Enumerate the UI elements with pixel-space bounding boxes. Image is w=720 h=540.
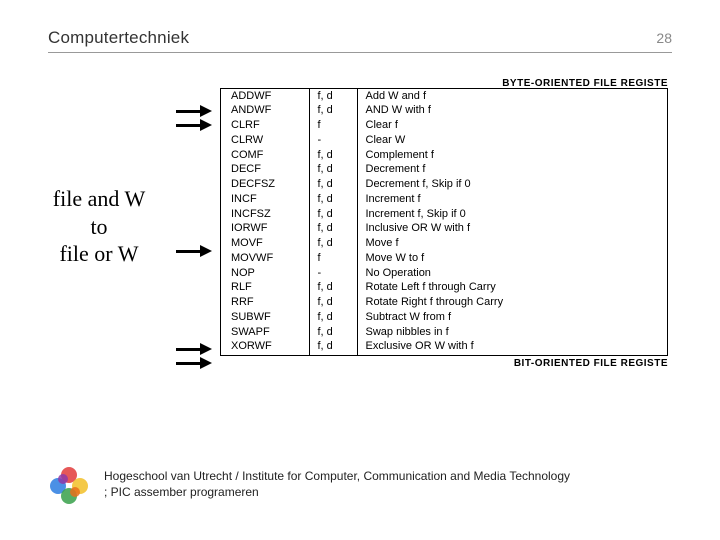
arrow-icon [176,106,212,116]
table-row: CLRFfClear f [221,119,668,134]
description-cell: AND W with f [357,104,668,119]
operand-cell: f, d [309,281,357,296]
operand-cell: f, d [309,192,357,207]
description-cell: Rotate Right f through Carry [357,296,668,311]
logo-dot [58,474,68,484]
mnemonic-cell: INCF [221,192,309,207]
operand-cell: - [309,133,357,148]
table-row: RLFf, dRotate Left f through Carry [221,281,668,296]
operand-cell: f, d [309,163,357,178]
table-row: INCFSZf, dIncrement f, Skip if 0 [221,207,668,222]
operand-cell: f, d [309,207,357,222]
mnemonic-cell: ADDWF [221,89,309,104]
table-row: SWAPFf, dSwap nibbles in f [221,325,668,340]
footer-line: ; PIC assember programeren [104,485,570,501]
footer-line: Hogeschool van Utrecht / Institute for C… [104,469,570,485]
annotation-line: file and W [34,185,164,213]
mnemonic-cell: NOP [221,266,309,281]
annotation-text: file and W to file or W [34,185,164,268]
instruction-table-wrap: BYTE-ORIENTED FILE REGISTE ADDWFf, dAdd … [220,88,668,356]
description-cell: Rotate Left f through Carry [357,281,668,296]
table-heading-cutoff-bottom: BIT-ORIENTED FILE REGISTE [488,358,668,369]
description-cell: Swap nibbles in f [357,325,668,340]
description-cell: Add W and f [357,89,668,104]
operand-cell: - [309,266,357,281]
operand-cell: f, d [309,325,357,340]
table-heading-cutoff-top: BYTE-ORIENTED FILE REGISTE [476,78,668,89]
operand-cell: f, d [309,148,357,163]
slide-title: Computertechniek [48,28,189,48]
mnemonic-cell: DECFSZ [221,178,309,193]
table-row: ANDWFf, dAND W with f [221,104,668,119]
mnemonic-cell: COMF [221,148,309,163]
table-row: RRFf, dRotate Right f through Carry [221,296,668,311]
mnemonic-cell: IORWF [221,222,309,237]
arrow-icon [176,358,212,368]
operand-cell: f, d [309,178,357,193]
page-number: 28 [656,30,672,46]
operand-cell: f, d [309,104,357,119]
mnemonic-cell: INCFSZ [221,207,309,222]
table-row: COMFf, dComplement f [221,148,668,163]
operand-cell: f, d [309,89,357,104]
description-cell: Clear W [357,133,668,148]
mnemonic-cell: MOVWF [221,251,309,266]
annotation-line: to [34,213,164,241]
description-cell: Increment f, Skip if 0 [357,207,668,222]
operand-cell: f, d [309,310,357,325]
arrow-icon [176,344,212,354]
institution-logo [48,464,90,506]
mnemonic-cell: SUBWF [221,310,309,325]
table-row: IORWFf, dInclusive OR W with f [221,222,668,237]
description-cell: Move W to f [357,251,668,266]
operand-cell: f [309,119,357,134]
table-row: NOP-No Operation [221,266,668,281]
description-cell: Decrement f [357,163,668,178]
footer-text: Hogeschool van Utrecht / Institute for C… [104,469,570,500]
mnemonic-cell: DECF [221,163,309,178]
mnemonic-cell: SWAPF [221,325,309,340]
table-row: SUBWFf, dSubtract W from f [221,310,668,325]
description-cell: Clear f [357,119,668,134]
mnemonic-cell: RRF [221,296,309,311]
arrow-icon [176,246,212,256]
operand-cell: f, d [309,340,357,355]
table-row: DECFSZf, dDecrement f, Skip if 0 [221,178,668,193]
slide-header: Computertechniek 28 [48,28,672,53]
description-cell: Exclusive OR W with f [357,340,668,355]
arrow-icon [176,120,212,130]
description-cell: Increment f [357,192,668,207]
table-row: INCFf, dIncrement f [221,192,668,207]
description-cell: Move f [357,237,668,252]
description-cell: No Operation [357,266,668,281]
description-cell: Inclusive OR W with f [357,222,668,237]
instruction-table: ADDWFf, dAdd W and fANDWFf, dAND W with … [221,88,668,355]
operand-cell: f, d [309,296,357,311]
mnemonic-cell: CLRW [221,133,309,148]
table-row: ADDWFf, dAdd W and f [221,89,668,104]
mnemonic-cell: MOVF [221,237,309,252]
operand-cell: f, d [309,222,357,237]
slide-footer: Hogeschool van Utrecht / Institute for C… [48,464,672,506]
operand-cell: f [309,251,357,266]
table-row: MOVFf, dMove f [221,237,668,252]
table-row: CLRW-Clear W [221,133,668,148]
mnemonic-cell: RLF [221,281,309,296]
description-cell: Subtract W from f [357,310,668,325]
table-row: DECFf, dDecrement f [221,163,668,178]
table-row: XORWFf, dExclusive OR W with f [221,340,668,355]
table-row: MOVWFfMove W to f [221,251,668,266]
annotation-line: file or W [34,240,164,268]
logo-dot [70,487,80,497]
mnemonic-cell: CLRF [221,119,309,134]
description-cell: Decrement f, Skip if 0 [357,178,668,193]
mnemonic-cell: XORWF [221,340,309,355]
operand-cell: f, d [309,237,357,252]
mnemonic-cell: ANDWF [221,104,309,119]
description-cell: Complement f [357,148,668,163]
